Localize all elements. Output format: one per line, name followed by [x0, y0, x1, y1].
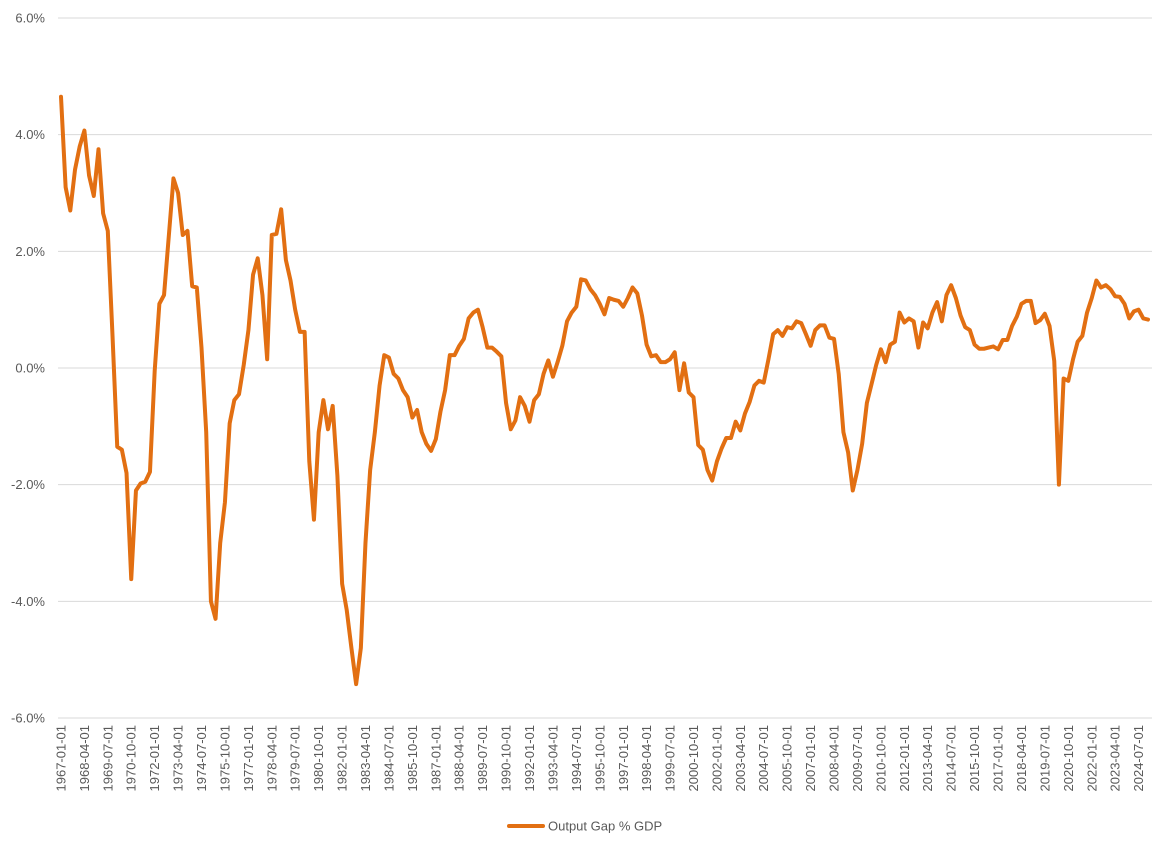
x-tick-label: 1987-01-01 — [428, 725, 443, 792]
x-tick-label: 2010-10-01 — [873, 725, 888, 792]
x-tick-label: 1972-01-01 — [147, 725, 162, 792]
x-tick-label: 2004-07-01 — [756, 725, 771, 792]
x-tick-label: 1990-10-01 — [499, 725, 514, 792]
x-tick-label: 1984-07-01 — [381, 725, 396, 792]
x-tick-label: 1983-04-01 — [358, 725, 373, 792]
x-tick-label: 1992-01-01 — [522, 725, 537, 792]
x-tick-label: 1995-10-01 — [592, 725, 607, 792]
x-tick-label: 2009-07-01 — [850, 725, 865, 792]
legend-label-output-gap: Output Gap % GDP — [548, 819, 662, 834]
x-tick-label: 1974-07-01 — [194, 725, 209, 792]
x-tick-label: 1998-04-01 — [639, 725, 654, 792]
series-layer — [59, 94, 1150, 687]
x-tick-label: 1993-04-01 — [545, 725, 560, 792]
y-tick-label: -6.0% — [11, 711, 45, 726]
x-tick-label: 1967-01-01 — [54, 725, 69, 792]
x-tick-label: 2020-10-01 — [1061, 725, 1076, 792]
x-tick-label: 1999-07-01 — [662, 725, 677, 792]
x-tick-label: 1973-04-01 — [171, 725, 186, 792]
x-tick-label: 1969-07-01 — [100, 725, 115, 792]
legend: Output Gap % GDP — [507, 819, 662, 834]
x-tick-label: 1979-07-01 — [288, 725, 303, 792]
x-tick-label: 2002-01-01 — [709, 725, 724, 792]
x-tick-label: 2017-01-01 — [991, 725, 1006, 792]
x-tick-label: 1982-01-01 — [335, 725, 350, 792]
x-tick-label: 1977-01-01 — [241, 725, 256, 792]
y-tick-label: -4.0% — [11, 594, 45, 609]
x-tick-label: 2014-07-01 — [944, 725, 959, 792]
x-tick-label: 2003-04-01 — [733, 725, 748, 792]
x-tick-label: 2013-04-01 — [920, 725, 935, 792]
x-tick-label: 2000-10-01 — [686, 725, 701, 792]
y-axis-tick-labels: 6.0% 4.0% 2.0% 0.0% -2.0% -4.0% -6.0% — [11, 11, 45, 726]
x-tick-label: 2024-07-01 — [1131, 725, 1146, 792]
x-tick-label: 2019-07-01 — [1037, 725, 1052, 792]
x-tick-label: 2015-10-01 — [967, 725, 982, 792]
y-tick-label: 6.0% — [15, 11, 45, 26]
y-tick-label: -2.0% — [11, 477, 45, 492]
y-tick-label: 0.0% — [15, 361, 45, 376]
x-tick-label: 2023-04-01 — [1108, 725, 1123, 792]
y-tick-label: 2.0% — [15, 244, 45, 259]
x-tick-label: 2007-01-01 — [803, 725, 818, 792]
x-tick-label: 2005-10-01 — [780, 725, 795, 792]
x-tick-label: 2022-01-01 — [1084, 725, 1099, 792]
x-tick-label: 2018-04-01 — [1014, 725, 1029, 792]
x-tick-label: 2012-01-01 — [897, 725, 912, 792]
series-line-output-gap — [59, 94, 1150, 687]
y-tick-label: 4.0% — [15, 127, 45, 142]
x-tick-label: 1975-10-01 — [217, 725, 232, 792]
x-tick-label: 2008-04-01 — [827, 725, 842, 792]
x-tick-label: 1970-10-01 — [124, 725, 139, 792]
x-tick-label: 1989-07-01 — [475, 725, 490, 792]
x-tick-label: 1980-10-01 — [311, 725, 326, 792]
x-tick-label: 1994-07-01 — [569, 725, 584, 792]
x-tick-label: 1985-10-01 — [405, 725, 420, 792]
x-axis-tick-labels: 1967-01-01 1968-04-01 1969-07-01 1970-10-01… — [54, 725, 1147, 792]
x-tick-label: 1978-04-01 — [264, 725, 279, 792]
x-tick-label: 1968-04-01 — [77, 725, 92, 792]
x-tick-label: 1988-04-01 — [452, 725, 467, 792]
x-tick-label: 1997-01-01 — [616, 725, 631, 792]
